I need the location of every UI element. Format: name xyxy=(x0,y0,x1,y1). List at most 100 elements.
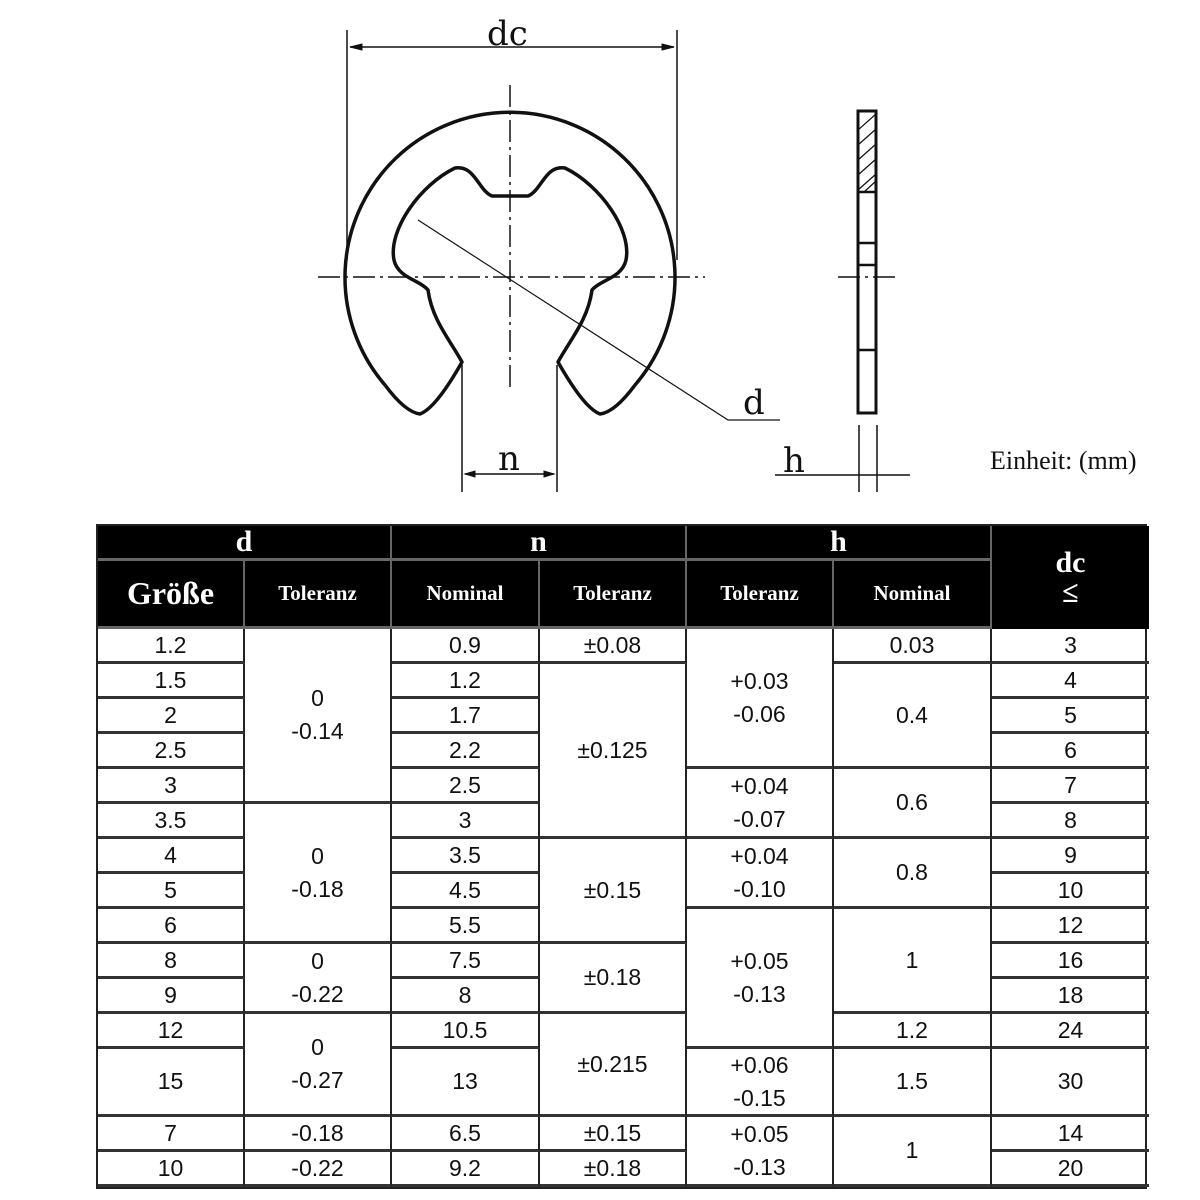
header-dc-label: dc xyxy=(1055,545,1086,579)
cell-value: -0.10 xyxy=(733,875,786,902)
cell-value: 10.5 xyxy=(442,1016,488,1043)
cell-n-nominal: 1.2 xyxy=(392,664,540,699)
cell-value: 4 xyxy=(164,841,177,868)
cell-value: 0 xyxy=(311,842,324,869)
cell-size: 3 xyxy=(98,769,245,804)
cell-value: -0.18 xyxy=(291,1119,344,1146)
cell-value: 1.7 xyxy=(449,701,481,728)
cell-value: +0.06 xyxy=(730,1051,789,1078)
cell-size: 7 xyxy=(98,1117,245,1152)
cell-dc: 5 xyxy=(992,699,1149,734)
cell-value: ±0.08 xyxy=(583,631,642,658)
cell-value: 0 xyxy=(311,947,324,974)
cell-n-nominal: 3 xyxy=(392,804,540,839)
cell-value: -0.14 xyxy=(291,718,344,744)
cell-value: 1.2 xyxy=(154,631,187,658)
cell-value: ±0.215 xyxy=(577,1050,648,1077)
header-h: h xyxy=(687,525,992,561)
cell-dc: 3 xyxy=(992,629,1149,664)
cell-value: 7.5 xyxy=(449,946,481,973)
cell-n-nominal: 13 xyxy=(392,1049,540,1117)
cell-size: 1.5 xyxy=(98,664,245,699)
h-label: h xyxy=(783,441,805,481)
cell-value: 5 xyxy=(1064,701,1077,728)
cell-value: -0.22 xyxy=(291,980,344,1007)
cell-value: 9 xyxy=(164,981,177,1008)
cell-size: 15 xyxy=(98,1049,245,1117)
cell-h-nominal: 1.5 xyxy=(834,1049,992,1117)
cell-value: +0.05 xyxy=(730,1120,789,1147)
cell-n-nominal: 7.5 xyxy=(392,944,540,979)
cell-n-tolerance: ±0.18 xyxy=(540,944,687,1014)
cell-dc: 14 xyxy=(992,1117,1149,1152)
cell-value: 24 xyxy=(1057,1016,1084,1043)
cell-h-nominal: 0.03 xyxy=(834,629,992,664)
cell-d-tolerance: -0.22 xyxy=(245,1152,392,1187)
cell-value: 0.9 xyxy=(449,631,481,658)
dc-arrow-left xyxy=(349,43,363,51)
cell-value: 3 xyxy=(1064,631,1077,658)
header-dc-symbol: ≤ xyxy=(1062,575,1079,609)
cell-n-tolerance: ±0.125 xyxy=(540,664,687,839)
header-h-nominal: Nominal xyxy=(834,561,992,629)
cell-h-nominal: 1.2 xyxy=(834,1014,992,1049)
cell-value: -0.22 xyxy=(291,1154,344,1181)
cell-value: 18 xyxy=(1057,981,1084,1008)
dc-label: dc xyxy=(487,14,528,54)
cell-size: 9 xyxy=(98,979,245,1014)
cell-value: 1 xyxy=(905,946,919,973)
cell-value: +0.04 xyxy=(730,842,789,869)
d-label: d xyxy=(743,383,765,423)
cell-size: 1.2 xyxy=(98,629,245,664)
cell-n-tolerance: ±0.15 xyxy=(540,839,687,944)
cell-n-tolerance: ±0.215 xyxy=(540,1014,687,1117)
header-d-tolerance: Toleranz xyxy=(245,561,392,629)
cell-value: 1.5 xyxy=(154,666,187,693)
cell-n-nominal: 6.5 xyxy=(392,1117,540,1152)
cell-value: 6 xyxy=(164,911,177,938)
cell-value: 0.4 xyxy=(896,701,928,728)
cell-n-nominal: 4.5 xyxy=(392,874,540,909)
header-size: Größe xyxy=(98,561,245,629)
cell-value: 1.2 xyxy=(449,666,481,693)
cell-n-tolerance: ±0.08 xyxy=(540,629,687,664)
cell-value: ±0.18 xyxy=(583,1154,642,1181)
cell-value: 6.5 xyxy=(449,1119,481,1146)
cell-value: -0.06 xyxy=(733,700,786,727)
cell-d-tolerance: 0 -0.22 xyxy=(245,944,392,1014)
unit-label: Einheit: (mm) xyxy=(990,446,1137,475)
header-h-tolerance: Toleranz xyxy=(687,561,834,629)
section-hatching xyxy=(857,113,877,193)
cell-n-nominal: 9.2 xyxy=(392,1152,540,1187)
cell-value: -0.18 xyxy=(291,875,344,902)
cell-value: 8 xyxy=(1064,806,1077,833)
cell-value: -0.27 xyxy=(291,1067,344,1093)
header-d: d xyxy=(98,525,392,561)
cell-value: 0.6 xyxy=(896,789,928,815)
e-clip-drawing: dc d n h xyxy=(318,14,910,492)
cell-h-nominal: 0.6 xyxy=(834,769,992,839)
cell-value: +0.04 xyxy=(730,772,789,799)
cell-value: 0.8 xyxy=(896,859,928,885)
cell-value: 3 xyxy=(458,806,472,833)
cell-h-tolerance: +0.06 -0.15 xyxy=(687,1049,834,1117)
cell-n-nominal: 3.5 xyxy=(392,839,540,874)
cell-n-nominal: 1.7 xyxy=(392,699,540,734)
cell-d-tolerance: 0 -0.18 xyxy=(245,804,392,944)
cell-dc: 24 xyxy=(992,1014,1149,1049)
cell-value: 8 xyxy=(458,981,472,1008)
cell-n-nominal: 0.9 xyxy=(392,629,540,664)
cell-h-nominal: 0.4 xyxy=(834,664,992,769)
cell-value: -0.13 xyxy=(733,1153,786,1180)
cell-value: 4.5 xyxy=(449,876,481,903)
cell-value: 1.2 xyxy=(896,1016,928,1043)
cell-value: 9 xyxy=(1064,841,1077,868)
cell-d-tolerance: 0 -0.14 xyxy=(245,629,392,804)
cell-value: 14 xyxy=(1057,1119,1084,1146)
cell-n-nominal: 8 xyxy=(392,979,540,1014)
cell-size: 8 xyxy=(98,944,245,979)
cell-value: 10 xyxy=(157,1154,184,1181)
cell-size: 10 xyxy=(98,1152,245,1187)
cell-value: ±0.18 xyxy=(583,964,642,990)
header-dc: dc ≤ xyxy=(992,526,1149,629)
